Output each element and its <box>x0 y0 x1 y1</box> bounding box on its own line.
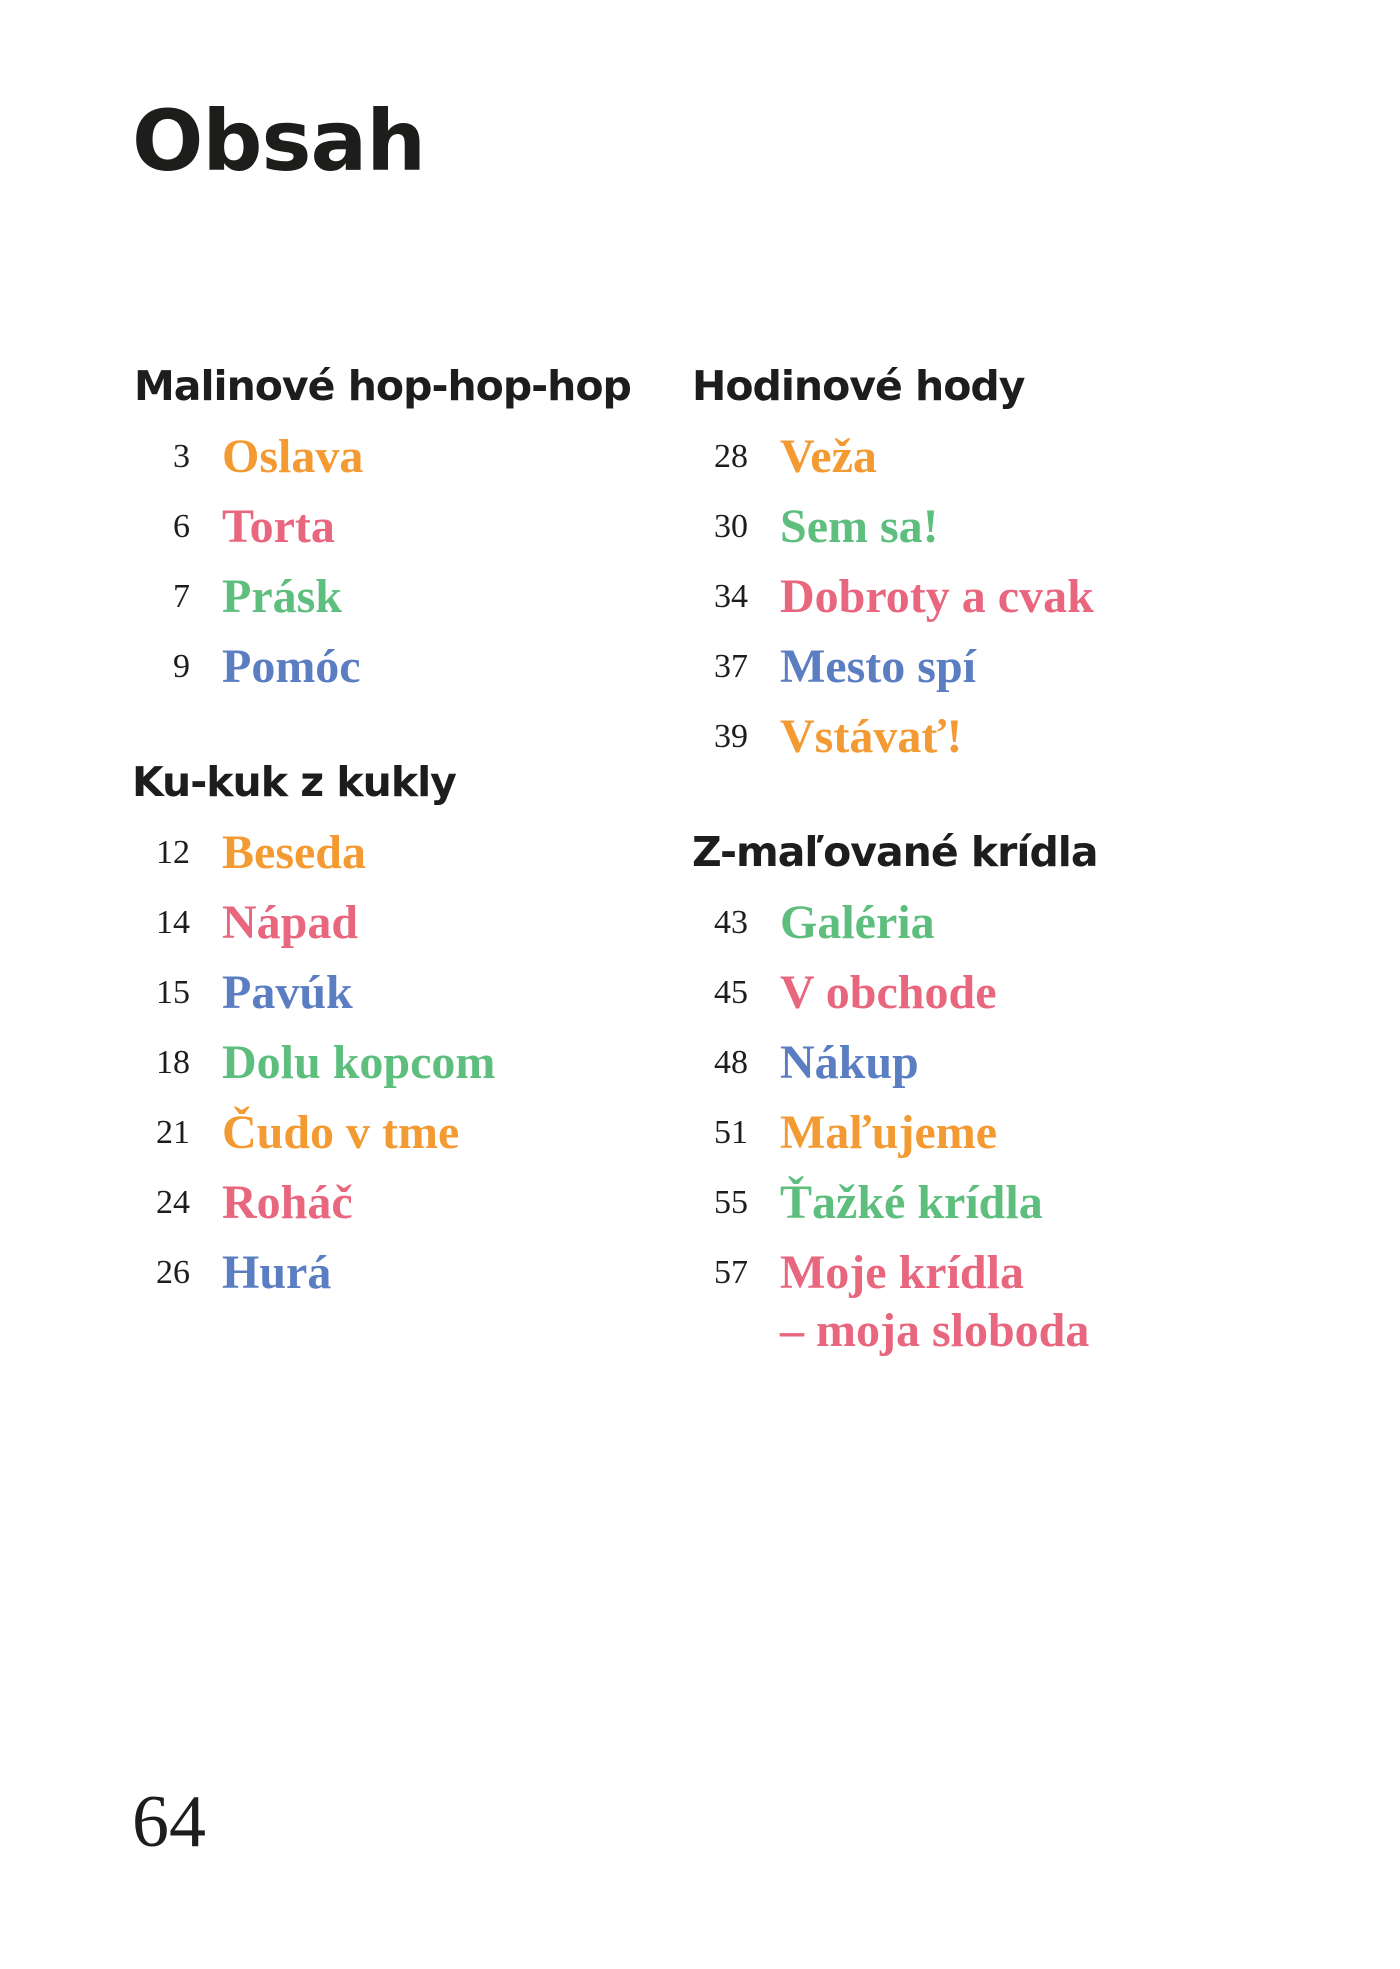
toc-page-number: 55 <box>714 1184 748 1221</box>
toc-entry-title[interactable]: Mesto spí <box>780 640 976 693</box>
toc-entry-title[interactable]: Čudo v tme <box>222 1106 460 1159</box>
toc-page-number: 26 <box>156 1254 190 1291</box>
toc-page-number: 48 <box>714 1044 748 1081</box>
toc-page-number: 14 <box>156 904 190 941</box>
toc-page-number: 3 <box>173 438 190 475</box>
toc-entry-title[interactable]: Torta <box>222 500 335 553</box>
toc-entry-title[interactable]: Moje krídla <box>780 1246 1024 1299</box>
toc-entry-title[interactable]: Pavúk <box>222 966 353 1019</box>
toc-page-number: 37 <box>714 648 748 685</box>
toc-entry-title[interactable]: Sem sa! <box>780 500 939 553</box>
toc-entry-title[interactable]: Hurá <box>222 1246 332 1299</box>
toc-page-number: 6 <box>173 508 190 545</box>
toc-entry-title[interactable]: Roháč <box>222 1176 353 1229</box>
toc-entry-title[interactable]: Beseda <box>222 826 366 879</box>
section-heading: Hodinové hody <box>692 362 1025 410</box>
toc-entry-title[interactable]: Ťažké krídla <box>780 1176 1043 1229</box>
toc-page-number: 15 <box>156 974 190 1011</box>
toc-entry-title[interactable]: Nákup <box>780 1036 919 1089</box>
toc-entry-title[interactable]: Vstávať! <box>780 710 963 763</box>
toc-page-number: 7 <box>173 578 190 615</box>
toc-page-number: 28 <box>714 438 748 475</box>
toc-entry-title[interactable]: Veža <box>780 430 877 483</box>
toc-page-number: 21 <box>156 1114 190 1151</box>
toc-entry-title[interactable]: Pomóc <box>222 640 361 693</box>
toc-entry-title[interactable]: Dolu kopcom <box>222 1036 496 1089</box>
section-heading: Malinové hop-hop-hop <box>134 362 632 410</box>
section-heading: Ku-kuk z kukly <box>132 758 457 806</box>
toc-entry-title[interactable]: Maľujeme <box>780 1106 998 1159</box>
section-heading: Z-maľované krídla <box>692 828 1099 876</box>
toc-page-number: 51 <box>714 1114 748 1151</box>
toc-entry-title[interactable]: Nápad <box>222 896 359 949</box>
toc-entry-title-continuation[interactable]: – moja sloboda <box>780 1304 1090 1357</box>
toc-entry-title[interactable]: Dobroty a cvak <box>780 570 1094 623</box>
toc-page-number: 12 <box>156 834 190 871</box>
toc-page-number: 30 <box>714 508 748 545</box>
toc-page-number: 39 <box>714 718 748 755</box>
toc-page-number: 45 <box>714 974 748 1011</box>
toc-page-number: 43 <box>714 904 748 941</box>
page-number: 64 <box>132 1781 206 1863</box>
toc-page-number: 24 <box>156 1184 190 1221</box>
toc-entry-title[interactable]: Galéria <box>780 896 935 949</box>
toc-page-number: 9 <box>173 648 190 685</box>
page-title: Obsah <box>132 92 426 190</box>
toc-entry-title[interactable]: Oslava <box>222 430 364 483</box>
toc-entry-title[interactable]: Prásk <box>222 570 342 623</box>
toc-page-number: 57 <box>714 1254 748 1291</box>
toc-page-number: 18 <box>156 1044 190 1081</box>
toc-page-number: 34 <box>714 578 748 615</box>
toc-entry-title[interactable]: V obchode <box>780 966 997 1019</box>
